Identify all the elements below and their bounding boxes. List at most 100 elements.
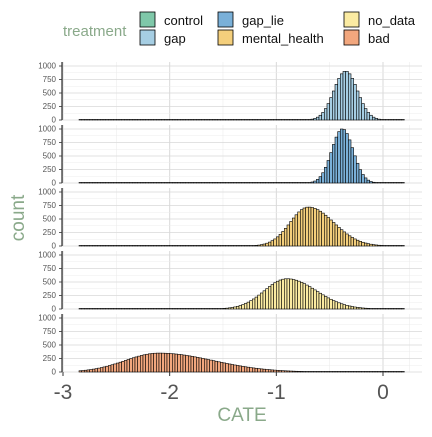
histogram-bar [230,364,234,373]
y-tick-label: 1000 [38,314,56,323]
y-tick-label: 500 [43,152,57,161]
histogram-bar [401,119,405,121]
histogram-bar [321,172,325,184]
histogram-bar [177,119,181,121]
histogram-bar [209,308,213,310]
y-tick-label: 750 [43,201,57,210]
histogram-bar [220,245,224,247]
histogram-bar [236,365,240,373]
histogram-bar [129,358,133,373]
histogram-bar [228,182,232,184]
histogram-bar [113,308,117,310]
histogram-bar [140,355,144,373]
histogram-bar [241,182,245,184]
histogram-bar [292,370,296,373]
histogram-bar [385,245,389,247]
histogram-bar [220,308,224,310]
histogram-bar [97,182,101,184]
histogram-bar [116,308,120,310]
histogram-bar [278,279,282,310]
histogram-bar [361,174,365,184]
histogram-bar [126,182,130,184]
histogram-bar [100,367,104,373]
histogram-bar [204,358,208,373]
histogram-bar [268,182,272,184]
histogram-bar [385,308,389,310]
histogram-bar [193,356,197,373]
histogram-bar [212,308,216,310]
histogram-bar [185,245,189,247]
histogram-bar [161,352,165,373]
histogram-bar [244,245,248,247]
histogram-bar [356,163,360,184]
histogram-bar [377,118,381,121]
histogram-bar [233,182,237,184]
histogram-bar [300,209,304,247]
histogram-bar [268,286,272,310]
histogram-bar [246,366,250,373]
histogram-bar [308,286,312,310]
histogram-bar [169,119,173,121]
histogram-bar [206,359,210,373]
histogram-bar [166,119,170,121]
histogram-bar [254,367,258,373]
histogram-bar [310,118,314,121]
histogram-bar [329,371,333,373]
histogram-bar [148,119,152,121]
histogram-bar [110,119,114,121]
histogram-bar [196,119,200,121]
histogram-bar [260,292,264,310]
histogram-bar [148,308,152,310]
histogram-bar [164,182,168,184]
histogram-bar [182,119,186,121]
histogram-bar [204,308,208,310]
histogram-bar [265,242,269,247]
histogram-bar [166,353,170,373]
y-tick-label: 500 [43,278,57,287]
legend-label-mental_health: mental_health [242,31,324,46]
histogram-bar [382,245,386,247]
histogram-bar [382,371,386,373]
histogram-bar [84,308,88,310]
x-tick-label: -1 [267,381,286,404]
histogram-bar [294,182,298,184]
histogram-bar [150,119,154,121]
histogram-bar [225,245,229,247]
histogram-bar [252,119,256,121]
histogram-bar [244,119,248,121]
histogram-bar [316,371,320,373]
histogram-bar [158,119,162,121]
histogram-bar [297,211,301,247]
histogram-bar [294,370,298,373]
histogram-bar [150,245,154,247]
histogram-bar [345,133,349,184]
histogram-bar [246,119,250,121]
histogram-bar [102,308,106,310]
histogram-bar [134,182,138,184]
histogram-bar [113,182,117,184]
histogram-bar [89,245,93,247]
histogram-bar [321,294,325,310]
histogram-bar [308,371,312,373]
histogram-bar [86,119,90,121]
histogram-bar [268,369,272,373]
histogram-bar [118,182,122,184]
histogram-bar [145,353,149,373]
histogram-bar [236,119,240,121]
histogram-bar [222,362,226,373]
histogram-bar [230,182,234,184]
histogram-bar [201,308,205,310]
histogram-bar [222,308,226,310]
legend-swatch-control [139,11,156,28]
histogram-bar [374,182,378,184]
histogram-bar [177,182,181,184]
histogram-bar [289,278,293,310]
histogram-bar [174,353,178,373]
histogram-bar [217,182,221,184]
histogram-bar [158,308,162,310]
histogram-bar [286,119,290,121]
histogram-bar [102,182,106,184]
histogram-bar [108,365,112,373]
histogram-bar [321,371,325,373]
